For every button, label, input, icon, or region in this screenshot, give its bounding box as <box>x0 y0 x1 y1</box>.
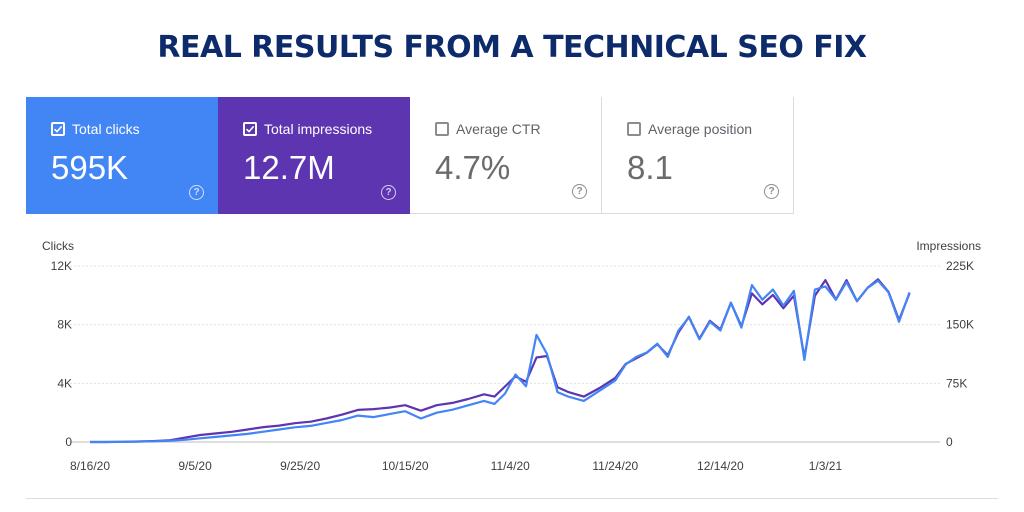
checkbox-icon[interactable] <box>435 122 449 136</box>
series-line-impressions <box>90 278 911 444</box>
page-title: REAL RESULTS FROM A TECHNICAL SEO FIX <box>157 30 867 65</box>
metric-label: Average CTR <box>456 121 541 137</box>
y-right-axis-label: Impressions <box>916 239 981 253</box>
help-icon[interactable]: ? <box>764 184 779 199</box>
performance-chart: Clicks Impressions 0 4K 8K 12K 0 75K 150K 225K… <box>42 239 981 473</box>
y-left-tick: 0 <box>65 435 72 449</box>
metric-label: Total impressions <box>264 121 373 137</box>
metric-value: 8.1 <box>627 149 673 186</box>
metric-value: 12.7M <box>243 149 335 186</box>
x-tick: 9/5/20 <box>178 459 212 473</box>
series-line-clicks <box>90 279 911 444</box>
x-tick: 11/4/20 <box>491 459 530 473</box>
help-icon[interactable]: ? <box>381 185 396 200</box>
metric-value: 595K <box>51 149 129 186</box>
y-left-ticks: 0 4K 8K 12K <box>51 259 73 449</box>
divider <box>26 498 998 499</box>
y-right-tick: 0 <box>946 435 953 449</box>
y-left-tick: 12K <box>51 259 72 273</box>
checkbox-icon[interactable] <box>243 122 257 136</box>
x-ticks: 8/16/20 9/5/20 9/25/20 10/15/20 11/4/20 11/24… <box>70 459 842 473</box>
card-average-ctr[interactable]: Average CTR 4.7% ? <box>410 97 602 214</box>
card-average-position[interactable]: Average position 8.1 ? <box>602 97 794 214</box>
card-total-impressions[interactable]: Total impressions 12.7M ? <box>218 97 410 214</box>
checkbox-icon[interactable] <box>51 122 65 136</box>
metric-label: Total clicks <box>72 121 140 137</box>
help-icon[interactable]: ? <box>572 184 587 199</box>
series-lines <box>90 278 911 444</box>
metric-value: 4.7% <box>435 149 511 186</box>
metric-label: Average position <box>648 121 753 137</box>
x-tick: 12/14/20 <box>697 459 744 473</box>
x-tick: 11/24/20 <box>592 459 638 473</box>
gridlines <box>70 265 940 443</box>
card-total-clicks[interactable]: Total clicks 595K ? <box>26 97 218 214</box>
y-left-axis-label: Clicks <box>42 239 74 253</box>
x-tick: 8/16/20 <box>70 459 110 473</box>
x-tick: 10/15/20 <box>382 459 429 473</box>
x-tick: 1/3/21 <box>809 459 843 473</box>
y-right-tick: 150K <box>946 318 974 332</box>
y-right-tick: 225K <box>946 259 974 273</box>
metric-cards: Total clicks 595K ? Total impressions 12… <box>26 97 794 214</box>
y-left-tick: 4K <box>57 376 72 390</box>
x-tick: 9/25/20 <box>280 459 320 473</box>
checkbox-icon[interactable] <box>627 122 641 136</box>
y-left-tick: 8K <box>57 318 72 332</box>
help-icon[interactable]: ? <box>189 185 204 200</box>
y-right-ticks: 0 75K 150K 225K <box>946 259 974 449</box>
y-right-tick: 75K <box>946 376 967 390</box>
